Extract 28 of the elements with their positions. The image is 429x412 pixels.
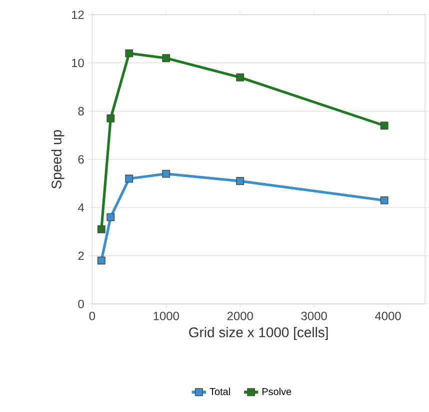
point xyxy=(125,49,134,58)
point xyxy=(236,73,244,82)
x-tick-label: 2000 xyxy=(227,312,253,320)
y-tick-label: 10 xyxy=(72,58,84,68)
y-tick-label: 4 xyxy=(78,203,84,212)
point xyxy=(162,54,170,62)
y-tick-label: 2 xyxy=(78,252,84,260)
point xyxy=(162,170,170,178)
x-tick-label: 1000 xyxy=(154,312,179,320)
x-tick-label: 3000 xyxy=(301,312,327,320)
legend-label: Psolve xyxy=(262,388,292,396)
x-tick-label: 4000 xyxy=(375,312,401,320)
point xyxy=(97,256,106,265)
point xyxy=(380,196,388,204)
x-tick-label: 0 xyxy=(89,312,96,320)
y-tick-label: 0 xyxy=(78,300,84,308)
point xyxy=(97,225,106,234)
point xyxy=(106,213,115,222)
point xyxy=(236,177,244,186)
point xyxy=(125,174,134,183)
point xyxy=(380,122,388,130)
legend-label: Total xyxy=(210,388,230,396)
y-tick-label: 6 xyxy=(78,155,84,164)
y-axis-title: Speed up xyxy=(51,130,64,189)
x-axis-title: Grid size x 1000 [cells] xyxy=(189,327,328,340)
y-tick-label: 8 xyxy=(78,106,84,116)
y-tick-label: 12 xyxy=(72,10,84,19)
point xyxy=(106,114,115,122)
